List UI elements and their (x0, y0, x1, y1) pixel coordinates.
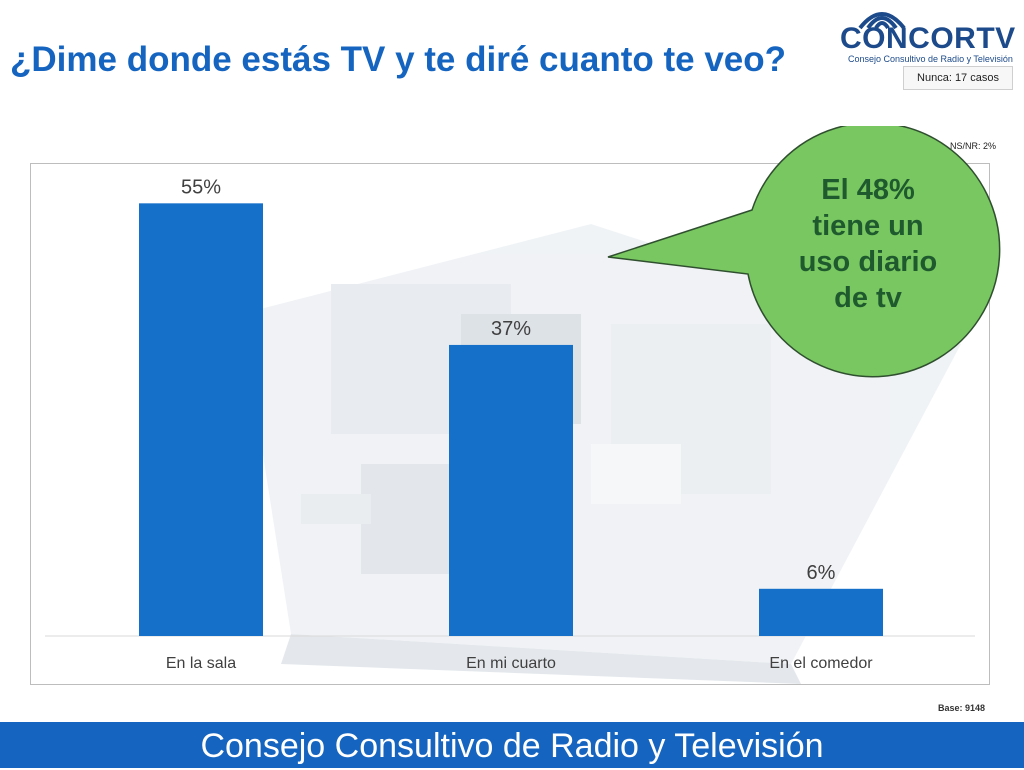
nunca-note: Nunca: 17 casos (903, 66, 1013, 90)
logo-subtitle: Consejo Consultivo de Radio y Televisión (848, 54, 1013, 64)
bar-en-el-comedor (759, 588, 883, 636)
base-note: Base: 9148 (938, 703, 986, 713)
footer-banner: Consejo Consultivo de Radio y Televisión (0, 722, 1024, 768)
bar-en-mi-cuarto (449, 344, 573, 636)
x-tick-label: En la sala (166, 655, 236, 672)
bar-en-la-sala (139, 203, 263, 637)
callout-text: El 48% tiene un uso diario de tv (798, 174, 938, 314)
concortv-logo: CONCORTV Consejo Consultivo de Radio y T… (840, 2, 1020, 68)
callout-shape (607, 126, 1001, 378)
callout-bubble (607, 126, 1001, 378)
nsnr-note: NS/NR: 2% (950, 141, 997, 151)
x-tick-label: En mi cuarto (466, 655, 556, 672)
page-title: ¿Dime donde estás TV y te diré cuanto te… (10, 40, 787, 79)
data-label: 6% (807, 562, 836, 584)
logo-name: CONCORTV (840, 22, 1016, 55)
data-label: 37% (491, 318, 531, 340)
x-tick-label: En el comedor (769, 655, 873, 672)
broadcast-waves-icon (858, 12, 906, 30)
data-label: 55% (181, 176, 221, 198)
